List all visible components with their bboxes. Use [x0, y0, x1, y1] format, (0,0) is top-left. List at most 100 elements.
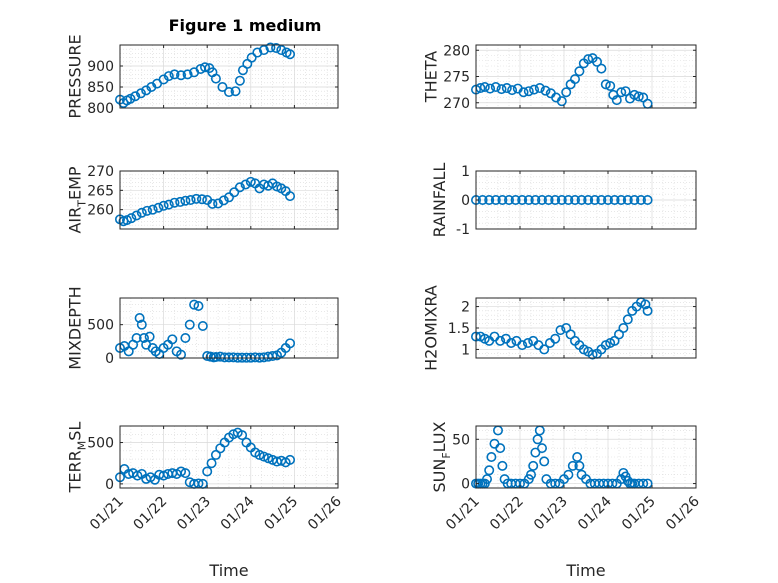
h2omixra-point — [587, 349, 598, 360]
rainfall-point — [563, 195, 574, 206]
theta-point — [523, 86, 534, 97]
air_temp-point — [245, 176, 256, 187]
theta-point — [633, 91, 644, 102]
pressure-point — [246, 52, 257, 63]
rainfall-point — [602, 195, 613, 206]
rainfall-point — [642, 195, 653, 206]
theta-point — [600, 79, 611, 90]
rainfall-point — [629, 195, 640, 206]
pressure-ylabel: PRESSURE — [66, 34, 85, 118]
sun_flux-point — [525, 469, 536, 480]
air_temp-point — [147, 204, 158, 215]
mixdepth-point — [184, 319, 195, 330]
terr_msl-point — [285, 454, 296, 465]
pressure-point — [176, 70, 187, 81]
rainfall-point — [503, 195, 514, 206]
air_temp-ylabel: AIRTEMP — [66, 166, 89, 233]
theta-ytick-label: 275 — [443, 70, 470, 86]
air_temp-plot-area — [120, 171, 338, 229]
sun_flux-point — [497, 460, 508, 471]
terr_msl-point — [237, 430, 248, 441]
air_temp-ytick-label: 265 — [87, 183, 114, 199]
pressure-point — [210, 73, 221, 84]
theta-point — [556, 96, 567, 107]
terr_msl-point — [202, 466, 213, 477]
mixdepth-ylabel: MIXDEPTH — [66, 286, 85, 369]
pressure-ytick-label: 800 — [87, 101, 114, 117]
terr_msl-point — [263, 453, 274, 464]
h2omixra-point — [622, 314, 633, 325]
sun_flux-xlabel: Time — [565, 561, 605, 580]
mixdepth-ytick-label: 500 — [87, 318, 114, 334]
theta-point — [591, 56, 602, 67]
theta-point — [529, 84, 540, 95]
air_temp-ytick-label: 270 — [87, 164, 114, 180]
air_temp-point — [191, 193, 202, 204]
theta-point — [561, 87, 572, 98]
sun_flux-point — [567, 460, 578, 471]
pressure-ytick-label: 900 — [87, 59, 114, 75]
air_temp-point — [218, 195, 229, 206]
terr_msl-xlabel: Time — [208, 561, 248, 580]
terr_msl-ytick-label: 500 — [87, 436, 114, 452]
rainfall-point — [490, 195, 501, 206]
air_temp-point — [153, 202, 164, 213]
pressure-point — [258, 45, 269, 56]
air_temp-point — [240, 179, 251, 190]
pressure-plot-area — [120, 45, 338, 108]
pressure-point — [230, 86, 241, 97]
theta-point — [540, 85, 551, 96]
theta-point — [518, 87, 529, 98]
sun_flux-axes-box — [475, 425, 697, 489]
pressure-point — [217, 82, 228, 93]
terr_msl-point — [158, 470, 169, 481]
rainfall-point — [556, 195, 567, 206]
subplot-rainfall: -1 0 1 RAINFALL — [430, 163, 697, 238]
air_temp-point — [213, 198, 224, 209]
sun_flux-point — [495, 443, 506, 454]
air_temp-point — [142, 205, 153, 216]
pressure-point — [224, 87, 235, 98]
figure-title: Figure 1 medium — [169, 16, 322, 35]
theta-point — [596, 63, 607, 74]
rainfall-point — [550, 195, 561, 206]
h2omixra-point — [539, 344, 550, 355]
mixdepth-point — [134, 312, 145, 323]
air_temp-point — [163, 199, 174, 210]
sun_flux-point — [484, 465, 495, 476]
terr_msl-point — [132, 470, 143, 481]
h2omixra-ytick-label: 1 — [461, 342, 470, 358]
h2omixra-ylabel: H2OMIXRA — [422, 285, 441, 371]
h2omixra-ytick-label: 2 — [461, 300, 470, 316]
sun_flux-point — [481, 474, 492, 485]
mixdepth-point — [136, 319, 147, 330]
mixdepth-point — [167, 334, 178, 345]
theta-point — [569, 74, 580, 85]
sun_flux-point — [530, 447, 541, 458]
mixdepth-point — [144, 331, 155, 342]
pressure-point — [200, 62, 211, 73]
pressure-axes-box — [119, 44, 339, 109]
mixdepth-point — [123, 346, 134, 357]
sun_flux-point — [528, 460, 539, 471]
pressure-point — [271, 42, 282, 53]
air_temp-point — [185, 195, 196, 206]
air_temp-point — [180, 195, 191, 206]
sun_flux-point — [539, 456, 550, 467]
mixdepth-point — [189, 299, 200, 310]
sun_flux-point — [486, 451, 497, 462]
pressure-ytick-label: 850 — [87, 80, 114, 96]
terr_msl-point — [254, 449, 265, 460]
pressure-point — [135, 88, 146, 99]
subplot-h2omixra: 1 1.5 2 H2OMIXRA — [422, 285, 697, 371]
rainfall-point — [484, 195, 495, 206]
mixdepth-point — [285, 338, 296, 349]
rainfall-point — [622, 195, 633, 206]
theta-point — [485, 83, 496, 94]
rainfall-ytick-label: 0 — [461, 193, 470, 209]
air_temp-point — [136, 207, 147, 218]
